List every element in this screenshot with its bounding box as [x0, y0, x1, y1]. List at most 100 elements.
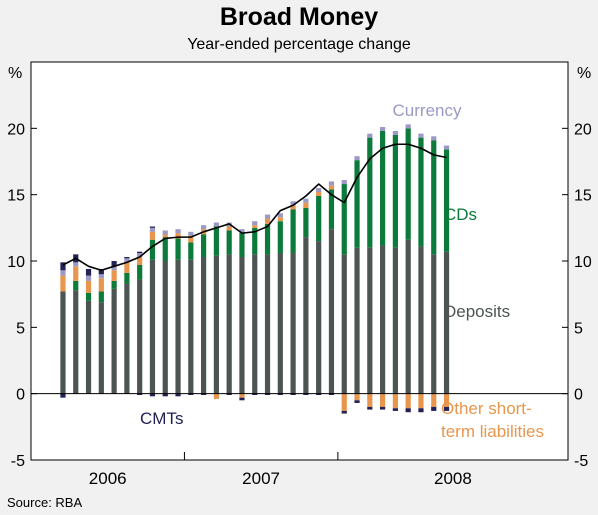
bar-currency-2007-03 [290, 201, 296, 206]
bar-cds-2007-10 [380, 130, 386, 246]
bar-currency-2006-08 [201, 225, 207, 230]
bar-currency-2007-12 [405, 124, 411, 129]
other-label-line1: Other short- [441, 399, 532, 418]
bar-other-2007-09 [367, 393, 373, 407]
ytick-label-left: 0 [16, 387, 25, 404]
bar-currency-2006-12 [252, 221, 258, 226]
bar-cds-2007-09 [367, 137, 373, 248]
bar-cds-2006-09 [213, 226, 219, 256]
bar-other-2006-01 [111, 270, 117, 281]
bar-deposits-2006-08 [201, 257, 207, 394]
bar-cds-2005-12 [98, 291, 104, 303]
bar-deposits-2007-06 [328, 229, 335, 394]
bar-currency-2007-06 [328, 181, 335, 186]
bar-cds-2008-02 [431, 140, 437, 255]
bar-cmts_neg-2007-12 [405, 408, 411, 413]
bar-cmts_neg-2005-09 [60, 393, 66, 398]
bar-cmts_neg-2007-09 [367, 406, 373, 410]
bar-deposits-2007-08 [354, 247, 360, 394]
ytick-label-left: 10 [7, 254, 25, 271]
bar-cds-2006-08 [201, 234, 207, 258]
bar-deposits-2006-10 [226, 254, 232, 394]
bar-cmts-2006-02 [124, 257, 130, 259]
bar-other-2007-12 [405, 393, 411, 409]
bar-cds-2007-03 [290, 209, 296, 254]
bar-cmts-2006-01 [111, 261, 117, 267]
bar-cmts_neg-2006-12 [252, 393, 258, 395]
bar-other-2006-05 [162, 234, 168, 238]
bar-cmts_neg-2007-06 [328, 393, 335, 395]
bar-other-2008-03 [443, 393, 450, 407]
bar-currency-2005-12 [98, 274, 104, 279]
chart-title: Broad Money [219, 3, 379, 31]
bar-other-2007-05 [316, 192, 322, 196]
bar-deposits-2006-01 [111, 288, 117, 394]
bar-other-2008-02 [431, 393, 437, 407]
bar-cds-2007-11 [392, 134, 398, 248]
y-unit-right: % [577, 65, 591, 82]
bar-deposits-2008-02 [431, 254, 437, 394]
bar-currency-2006-01 [111, 266, 117, 271]
bar-cds-2008-01 [418, 137, 424, 247]
bar-deposits-2006-07 [188, 259, 194, 394]
bar-cmts_neg-2007-07 [341, 410, 347, 414]
year-label-2008: 2008 [434, 469, 472, 488]
bar-cds-2007-05 [316, 195, 322, 242]
bar-cmts-2006-04 [149, 226, 156, 228]
bar-other-2006-06 [175, 233, 181, 239]
bar-cds-2006-12 [252, 227, 258, 255]
bar-cmts-2005-09 [60, 262, 66, 271]
bar-deposits-2007-05 [316, 241, 322, 394]
bar-currency-2007-04 [303, 198, 309, 203]
bar-cds-2006-05 [162, 237, 168, 261]
bar-deposits-2007-12 [405, 239, 411, 394]
bar-cmts_neg-2006-08 [201, 393, 207, 395]
bar-cmts_neg-2008-01 [418, 408, 424, 413]
axes: -5 -5 0 0 5 5 10 10 15 15 20 20% % 2006 2007 2008 [7, 65, 592, 488]
deposits-label: Deposits [444, 302, 510, 321]
bar-currency-2007-07 [341, 180, 347, 185]
ytick-label-right: 20 [574, 121, 592, 138]
bar-other-2006-12 [252, 225, 258, 228]
bar-cds-2007-06 [328, 189, 335, 230]
bar-other-2006-02 [124, 262, 130, 273]
currency-label: Currency [393, 101, 462, 120]
bar-currency-2006-11 [239, 229, 245, 234]
bar-cds-2006-06 [175, 238, 181, 260]
bar-other-2005-11 [85, 280, 92, 293]
bar-cmts_neg-2006-03 [137, 393, 143, 395]
bar-cmts_neg-2007-03 [290, 393, 296, 395]
bar-other-2006-07 [188, 235, 194, 243]
bar-currency-2006-03 [137, 253, 143, 258]
bar-deposits-2008-01 [418, 246, 424, 394]
bar-other-2008-01 [418, 393, 424, 409]
bar-cds-2007-02 [277, 221, 283, 254]
bar-currency-2006-06 [175, 229, 181, 234]
bar-other-2007-04 [303, 202, 309, 208]
ytick-label-left: 20 [7, 121, 25, 138]
bar-cmts_neg-2006-10 [226, 393, 232, 395]
ytick-label-left: -5 [11, 453, 25, 470]
bar-currency-2007-01 [264, 214, 271, 219]
bar-deposits-2007-07 [341, 254, 347, 394]
bar-other-2007-07 [341, 393, 347, 411]
bar-cmts_neg-2006-05 [162, 393, 168, 397]
bar-other-2007-11 [392, 393, 398, 409]
bar-cds-2006-07 [188, 242, 194, 260]
bar-deposits-2005-09 [60, 291, 66, 394]
bar-cmts_neg-2007-10 [380, 406, 386, 410]
bar-stacks [60, 124, 450, 414]
bar-deposits-2005-10 [73, 290, 79, 394]
bar-cmts-2005-12 [98, 268, 104, 275]
bar-other-2007-08 [354, 393, 360, 401]
bar-cmts_neg-2007-11 [392, 408, 398, 411]
bar-cmts_neg-2006-11 [239, 397, 245, 401]
ytick-label-right: 15 [574, 188, 592, 205]
bar-other-2005-12 [98, 278, 104, 292]
bar-other-2007-10 [380, 393, 386, 407]
bar-cds-2007-01 [264, 223, 271, 255]
bar-other-2007-01 [264, 218, 271, 224]
bar-deposits-2006-11 [239, 257, 245, 394]
bar-other-2005-09 [60, 275, 66, 292]
